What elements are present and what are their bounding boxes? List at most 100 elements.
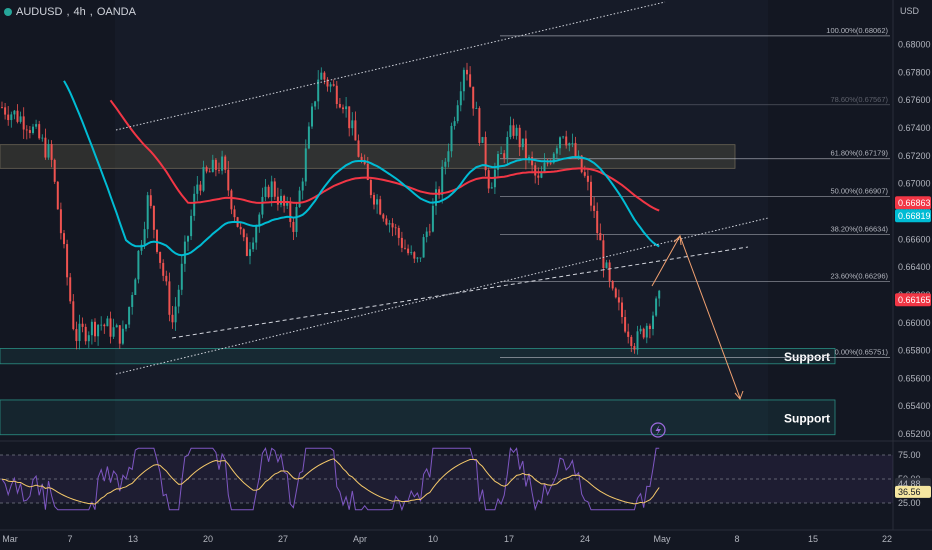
candle-body [69, 277, 72, 302]
candle-body [617, 297, 620, 303]
price-tick-label: 0.67400 [898, 123, 931, 133]
price-tick-label: 0.66600 [898, 234, 931, 244]
ticker: AUDUSD [16, 6, 63, 18]
candle-body [642, 328, 645, 338]
time-tick-label: 17 [504, 534, 514, 544]
candle-body [252, 242, 255, 250]
candle-body [304, 148, 307, 182]
candle-body [376, 199, 379, 205]
candle-body [7, 114, 10, 121]
candle-body [298, 190, 301, 208]
candle-body [658, 290, 661, 299]
candle-body [500, 153, 503, 155]
candle-body [645, 325, 648, 338]
price-tick-label: 0.66400 [898, 262, 931, 272]
lightning-icon[interactable] [650, 422, 666, 438]
candle-body [459, 91, 462, 106]
rsi-signal-line [1, 458, 660, 505]
candle-body [16, 110, 19, 122]
price-tick-label: 0.66000 [898, 318, 931, 328]
candle-body [416, 257, 419, 259]
candle-body [267, 186, 270, 198]
candle-body [174, 306, 177, 323]
candle-body [149, 195, 152, 206]
candle-body [574, 142, 577, 158]
price-badge-label: 0.66165 [898, 295, 931, 305]
candle-body [410, 252, 413, 254]
candle-body [621, 302, 623, 318]
candle-body [103, 324, 106, 327]
arrow-head-down-icon [734, 390, 744, 400]
candle-body [292, 221, 295, 232]
candle-body [531, 156, 534, 166]
candles [1, 62, 661, 355]
price-badge [895, 209, 931, 223]
fib-label: 38.20%(0.66634) [830, 225, 888, 234]
candle-body [307, 126, 310, 149]
candle-body [441, 166, 444, 196]
candle-body [348, 106, 351, 129]
broker: OANDA [96, 6, 136, 18]
candle-body [280, 195, 282, 205]
candle-body [506, 137, 509, 159]
candle-body [462, 69, 465, 92]
currency-label: USD [900, 6, 920, 16]
candle-body [444, 161, 447, 167]
candle-body [47, 144, 50, 158]
dashed-trendline [171, 246, 749, 339]
candle-body [115, 325, 118, 328]
candle-body [487, 170, 490, 189]
candle-body [431, 205, 434, 232]
candle-body [289, 202, 292, 222]
candle-body [404, 247, 406, 249]
candle-body [332, 84, 335, 86]
candle-body [565, 136, 568, 146]
candle-body [326, 79, 329, 87]
candle-body [475, 108, 478, 109]
candle-body [571, 142, 574, 144]
candle-body [540, 172, 543, 178]
candle-body [38, 124, 41, 139]
candle-body [639, 328, 642, 332]
rsi-line [1, 447, 660, 512]
candle-body [652, 315, 654, 330]
candle-body [562, 136, 565, 138]
candle-body [295, 207, 298, 232]
candle-body [218, 169, 220, 171]
candle-body [360, 156, 363, 161]
candle-body [599, 233, 602, 241]
fib-label: 23.60%(0.66296) [830, 272, 888, 281]
candle-body [624, 317, 627, 332]
candle-body [648, 325, 651, 330]
candle-body [90, 321, 93, 336]
rsi-badge [895, 485, 931, 498]
candle-body [183, 241, 186, 264]
candle-body [22, 116, 25, 130]
candle-body [32, 126, 34, 133]
candle-body [466, 69, 468, 75]
candle-body [580, 155, 583, 173]
candle-body [125, 324, 127, 329]
candle-body [28, 130, 31, 133]
ema-cyan-line [63, 80, 660, 257]
candle-body [354, 120, 357, 141]
time-tick-label: May [653, 534, 671, 544]
candle-body [394, 227, 397, 229]
fib-label: 0.00%(0.65751) [835, 347, 889, 356]
grid [115, 0, 768, 441]
ema-red-line [109, 99, 660, 212]
time-tick-label: 7 [67, 534, 72, 544]
fib-label: 50.00%(0.66907) [830, 187, 888, 196]
candle-body [25, 129, 28, 131]
candle-body [400, 237, 403, 248]
price-tick-label: 0.67200 [898, 151, 931, 161]
candle-body [438, 189, 441, 196]
symbol-header[interactable]: AUDUSD, 4h, OANDA [4, 6, 136, 18]
zone-label: Support [784, 411, 830, 425]
rsi-badge-label: 36.56 [898, 487, 921, 497]
candle-body [497, 154, 499, 170]
trend-lines [115, 1, 769, 400]
lightning-icon-ring [650, 422, 666, 438]
candle-body [583, 172, 586, 176]
